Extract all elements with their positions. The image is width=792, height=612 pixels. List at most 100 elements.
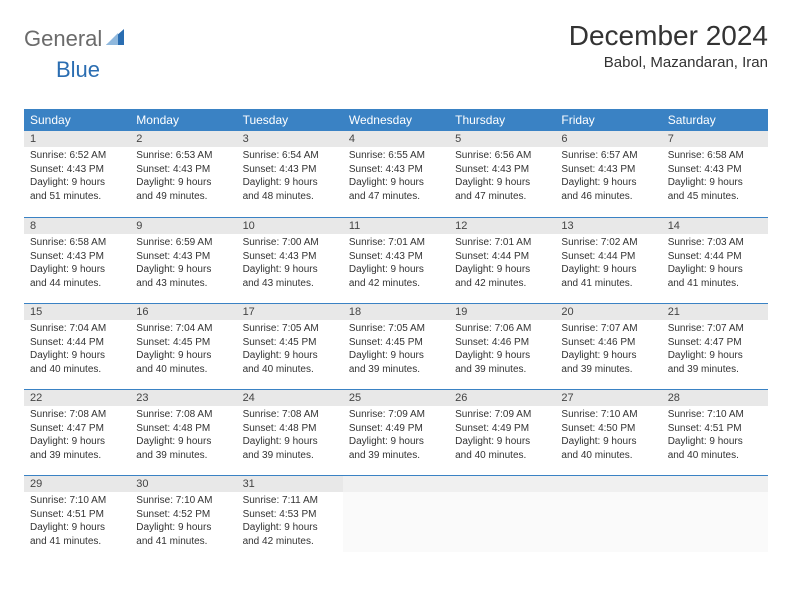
calendar-cell bbox=[449, 475, 555, 561]
day-details: Sunrise: 7:08 AMSunset: 4:48 PMDaylight:… bbox=[237, 406, 343, 466]
day-details: Sunrise: 6:59 AMSunset: 4:43 PMDaylight:… bbox=[130, 234, 236, 294]
day-details: Sunrise: 7:07 AMSunset: 4:47 PMDaylight:… bbox=[662, 320, 768, 380]
day-details: Sunrise: 7:09 AMSunset: 4:49 PMDaylight:… bbox=[449, 406, 555, 466]
day-details: Sunrise: 7:04 AMSunset: 4:45 PMDaylight:… bbox=[130, 320, 236, 380]
calendar-cell: 12Sunrise: 7:01 AMSunset: 4:44 PMDayligh… bbox=[449, 217, 555, 303]
empty-details bbox=[555, 492, 661, 552]
empty-details bbox=[662, 492, 768, 552]
day-number: 30 bbox=[130, 475, 236, 492]
day-number: 13 bbox=[555, 217, 661, 234]
day-number: 9 bbox=[130, 217, 236, 234]
calendar-cell: 23Sunrise: 7:08 AMSunset: 4:48 PMDayligh… bbox=[130, 389, 236, 475]
week-row: 15Sunrise: 7:04 AMSunset: 4:44 PMDayligh… bbox=[24, 303, 768, 389]
day-details: Sunrise: 7:11 AMSunset: 4:53 PMDaylight:… bbox=[237, 492, 343, 552]
day-number: 1 bbox=[24, 131, 130, 147]
empty-day-number bbox=[662, 475, 768, 492]
calendar-cell: 3Sunrise: 6:54 AMSunset: 4:43 PMDaylight… bbox=[237, 131, 343, 217]
day-number: 21 bbox=[662, 303, 768, 320]
calendar-table: SundayMondayTuesdayWednesdayThursdayFrid… bbox=[24, 109, 768, 561]
day-details: Sunrise: 6:53 AMSunset: 4:43 PMDaylight:… bbox=[130, 147, 236, 207]
day-details: Sunrise: 7:07 AMSunset: 4:46 PMDaylight:… bbox=[555, 320, 661, 380]
calendar-cell: 1Sunrise: 6:52 AMSunset: 4:43 PMDaylight… bbox=[24, 131, 130, 217]
empty-details bbox=[449, 492, 555, 552]
calendar-cell: 21Sunrise: 7:07 AMSunset: 4:47 PMDayligh… bbox=[662, 303, 768, 389]
day-details: Sunrise: 6:57 AMSunset: 4:43 PMDaylight:… bbox=[555, 147, 661, 207]
day-number: 10 bbox=[237, 217, 343, 234]
calendar-cell: 15Sunrise: 7:04 AMSunset: 4:44 PMDayligh… bbox=[24, 303, 130, 389]
day-number: 19 bbox=[449, 303, 555, 320]
day-details: Sunrise: 6:58 AMSunset: 4:43 PMDaylight:… bbox=[662, 147, 768, 207]
calendar-cell: 20Sunrise: 7:07 AMSunset: 4:46 PMDayligh… bbox=[555, 303, 661, 389]
calendar-cell: 5Sunrise: 6:56 AMSunset: 4:43 PMDaylight… bbox=[449, 131, 555, 217]
day-details: Sunrise: 7:02 AMSunset: 4:44 PMDaylight:… bbox=[555, 234, 661, 294]
week-row: 22Sunrise: 7:08 AMSunset: 4:47 PMDayligh… bbox=[24, 389, 768, 475]
calendar-cell: 10Sunrise: 7:00 AMSunset: 4:43 PMDayligh… bbox=[237, 217, 343, 303]
calendar-cell bbox=[662, 475, 768, 561]
day-details: Sunrise: 7:08 AMSunset: 4:47 PMDaylight:… bbox=[24, 406, 130, 466]
calendar-cell: 7Sunrise: 6:58 AMSunset: 4:43 PMDaylight… bbox=[662, 131, 768, 217]
calendar-cell: 6Sunrise: 6:57 AMSunset: 4:43 PMDaylight… bbox=[555, 131, 661, 217]
calendar-cell: 14Sunrise: 7:03 AMSunset: 4:44 PMDayligh… bbox=[662, 217, 768, 303]
calendar-cell: 16Sunrise: 7:04 AMSunset: 4:45 PMDayligh… bbox=[130, 303, 236, 389]
day-details: Sunrise: 6:52 AMSunset: 4:43 PMDaylight:… bbox=[24, 147, 130, 207]
day-details: Sunrise: 7:10 AMSunset: 4:51 PMDaylight:… bbox=[24, 492, 130, 552]
day-header-friday: Friday bbox=[555, 109, 661, 131]
calendar-cell: 24Sunrise: 7:08 AMSunset: 4:48 PMDayligh… bbox=[237, 389, 343, 475]
day-number: 31 bbox=[237, 475, 343, 492]
logo: General bbox=[24, 20, 128, 52]
empty-details bbox=[343, 492, 449, 552]
calendar-cell: 17Sunrise: 7:05 AMSunset: 4:45 PMDayligh… bbox=[237, 303, 343, 389]
day-details: Sunrise: 6:58 AMSunset: 4:43 PMDaylight:… bbox=[24, 234, 130, 294]
day-header-saturday: Saturday bbox=[662, 109, 768, 131]
day-number: 29 bbox=[24, 475, 130, 492]
day-number: 26 bbox=[449, 389, 555, 406]
day-number: 24 bbox=[237, 389, 343, 406]
day-number: 18 bbox=[343, 303, 449, 320]
calendar-cell: 4Sunrise: 6:55 AMSunset: 4:43 PMDaylight… bbox=[343, 131, 449, 217]
day-number: 23 bbox=[130, 389, 236, 406]
day-details: Sunrise: 7:05 AMSunset: 4:45 PMDaylight:… bbox=[237, 320, 343, 380]
day-details: Sunrise: 6:56 AMSunset: 4:43 PMDaylight:… bbox=[449, 147, 555, 207]
day-number: 17 bbox=[237, 303, 343, 320]
calendar-cell: 26Sunrise: 7:09 AMSunset: 4:49 PMDayligh… bbox=[449, 389, 555, 475]
day-number: 16 bbox=[130, 303, 236, 320]
day-details: Sunrise: 6:54 AMSunset: 4:43 PMDaylight:… bbox=[237, 147, 343, 207]
day-header-tuesday: Tuesday bbox=[237, 109, 343, 131]
day-details: Sunrise: 7:10 AMSunset: 4:50 PMDaylight:… bbox=[555, 406, 661, 466]
calendar-cell: 29Sunrise: 7:10 AMSunset: 4:51 PMDayligh… bbox=[24, 475, 130, 561]
week-row: 8Sunrise: 6:58 AMSunset: 4:43 PMDaylight… bbox=[24, 217, 768, 303]
day-details: Sunrise: 7:10 AMSunset: 4:51 PMDaylight:… bbox=[662, 406, 768, 466]
day-number: 4 bbox=[343, 131, 449, 147]
calendar-cell: 27Sunrise: 7:10 AMSunset: 4:50 PMDayligh… bbox=[555, 389, 661, 475]
day-header-thursday: Thursday bbox=[449, 109, 555, 131]
week-row: 29Sunrise: 7:10 AMSunset: 4:51 PMDayligh… bbox=[24, 475, 768, 561]
calendar-cell: 8Sunrise: 6:58 AMSunset: 4:43 PMDaylight… bbox=[24, 217, 130, 303]
calendar-cell: 31Sunrise: 7:11 AMSunset: 4:53 PMDayligh… bbox=[237, 475, 343, 561]
calendar-body: 1Sunrise: 6:52 AMSunset: 4:43 PMDaylight… bbox=[24, 131, 768, 561]
empty-day-number bbox=[555, 475, 661, 492]
logo-sail-icon bbox=[104, 27, 126, 52]
day-details: Sunrise: 7:03 AMSunset: 4:44 PMDaylight:… bbox=[662, 234, 768, 294]
day-number: 25 bbox=[343, 389, 449, 406]
day-details: Sunrise: 7:05 AMSunset: 4:45 PMDaylight:… bbox=[343, 320, 449, 380]
week-row: 1Sunrise: 6:52 AMSunset: 4:43 PMDaylight… bbox=[24, 131, 768, 217]
calendar-cell: 25Sunrise: 7:09 AMSunset: 4:49 PMDayligh… bbox=[343, 389, 449, 475]
day-details: Sunrise: 7:01 AMSunset: 4:43 PMDaylight:… bbox=[343, 234, 449, 294]
day-details: Sunrise: 7:06 AMSunset: 4:46 PMDaylight:… bbox=[449, 320, 555, 380]
empty-day-number bbox=[343, 475, 449, 492]
calendar-cell: 9Sunrise: 6:59 AMSunset: 4:43 PMDaylight… bbox=[130, 217, 236, 303]
calendar-cell: 30Sunrise: 7:10 AMSunset: 4:52 PMDayligh… bbox=[130, 475, 236, 561]
calendar-cell: 2Sunrise: 6:53 AMSunset: 4:43 PMDaylight… bbox=[130, 131, 236, 217]
calendar-cell: 11Sunrise: 7:01 AMSunset: 4:43 PMDayligh… bbox=[343, 217, 449, 303]
day-number: 7 bbox=[662, 131, 768, 147]
calendar-cell bbox=[343, 475, 449, 561]
day-details: Sunrise: 6:55 AMSunset: 4:43 PMDaylight:… bbox=[343, 147, 449, 207]
month-title: December 2024 bbox=[569, 20, 768, 52]
day-number: 14 bbox=[662, 217, 768, 234]
day-number: 27 bbox=[555, 389, 661, 406]
calendar-cell: 18Sunrise: 7:05 AMSunset: 4:45 PMDayligh… bbox=[343, 303, 449, 389]
calendar-cell: 22Sunrise: 7:08 AMSunset: 4:47 PMDayligh… bbox=[24, 389, 130, 475]
day-number: 6 bbox=[555, 131, 661, 147]
empty-day-number bbox=[449, 475, 555, 492]
day-header-monday: Monday bbox=[130, 109, 236, 131]
